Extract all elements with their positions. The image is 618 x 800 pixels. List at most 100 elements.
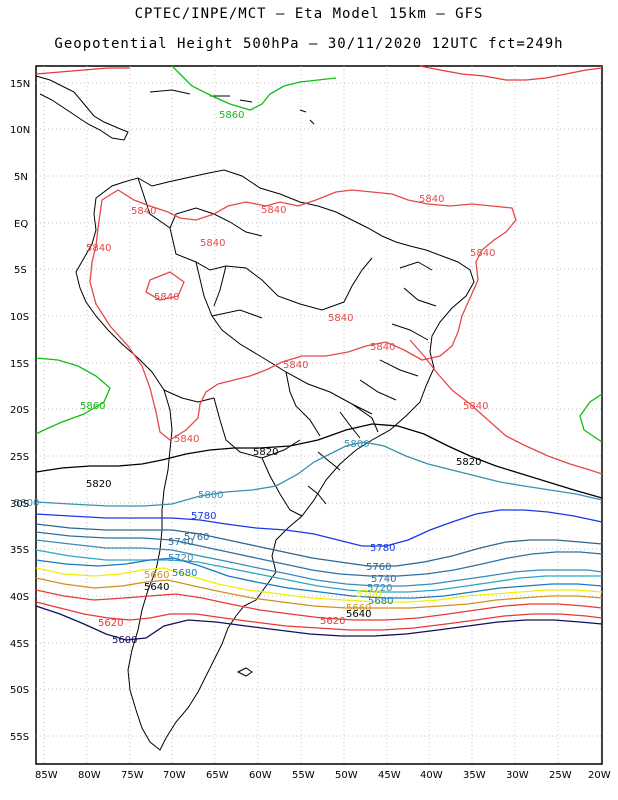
lat-label: 55S [10, 732, 29, 743]
contour-5620-a [35, 589, 603, 621]
lon-label: 60W [249, 770, 272, 781]
lon-label: 50W [335, 770, 358, 781]
lat-label: 45S [10, 639, 29, 650]
gridlines [36, 66, 602, 764]
contour-5840-north [35, 65, 603, 81]
label-5840-g: 5840 [328, 313, 353, 324]
label-5760-a: 5760 [184, 532, 209, 543]
lat-label: 10S [10, 312, 29, 323]
label-5800-c: 5800 [14, 498, 39, 509]
label-5840-f: 5840 [154, 292, 179, 303]
label-5600-a: 5600 [112, 635, 137, 646]
contour-5640 [35, 577, 603, 609]
lat-label: EQ [14, 219, 28, 230]
contour-5680 [35, 557, 603, 599]
lat-label: 5N [14, 172, 28, 183]
coastlines [35, 75, 475, 751]
contour-5840-center [89, 189, 517, 441]
lat-label: 20S [10, 405, 29, 416]
label-5840-b: 5840 [261, 205, 286, 216]
label-5840-e: 5840 [470, 248, 495, 259]
label-5860-a: 5860 [219, 110, 244, 121]
label-5840-k: 5840 [370, 342, 395, 353]
label-5720-a: 5720 [168, 553, 193, 564]
contour-5620-b [35, 601, 603, 631]
label-5800-a: 5800 [344, 439, 369, 450]
falklands [236, 667, 253, 677]
lon-label: 65W [206, 770, 229, 781]
label-5740-a: 5740 [168, 537, 193, 548]
caribbean-islands [149, 89, 315, 125]
label-5780-b: 5780 [370, 543, 395, 554]
label-5700-a: 5700 [356, 589, 381, 600]
label-5820-c: 5820 [456, 457, 481, 468]
south-america-coast [75, 169, 475, 751]
contour-5720 [35, 539, 603, 587]
label-5820-b: 5820 [86, 479, 111, 490]
label-5640-a: 5640 [144, 582, 169, 593]
contour-5800 [35, 441, 603, 507]
label-5720-b: 5720 [367, 583, 392, 594]
contour-5860-west [35, 357, 111, 435]
lon-label: 80W [78, 770, 101, 781]
label-5820-a: 5820 [253, 447, 278, 458]
lat-label: 5S [14, 265, 27, 276]
label-5840-c: 5840 [419, 194, 444, 205]
contour-5740 [35, 531, 603, 577]
lon-label: 55W [292, 770, 315, 781]
lat-label: 15N [10, 79, 30, 90]
lat-label: 15S [10, 359, 29, 370]
contour-5860-east [579, 393, 603, 443]
label-5680-a: 5680 [172, 568, 197, 579]
label-5840-h: 5840 [283, 360, 308, 371]
label-5660-a: 5660 [144, 570, 169, 581]
lon-label: 35W [463, 770, 486, 781]
central-america-coast [35, 75, 129, 141]
label-5660-b: 5660 [346, 603, 371, 614]
map-frame [35, 65, 603, 765]
lat-label: 35S [10, 545, 29, 556]
label-5840-j: 5840 [174, 434, 199, 445]
lon-label: 30W [506, 770, 529, 781]
label-5800-b: 5800 [198, 490, 223, 501]
contour-5760 [35, 523, 603, 567]
lon-label: 25W [549, 770, 572, 781]
label-5780-a: 5780 [191, 511, 216, 522]
label-5620-b: 5620 [320, 616, 345, 627]
contour-5840-east [409, 339, 603, 475]
lat-label: 25S [10, 452, 29, 463]
lat-label: 30S [10, 499, 29, 510]
latitude-axis: 15N 10N 5N EQ 5S 10S 15S 20S 25S 30S 35S… [10, 79, 30, 743]
contour-lines [35, 65, 603, 641]
lon-label: 85W [35, 770, 58, 781]
label-5740-b: 5740 [371, 574, 396, 585]
contour-5840-loop [145, 271, 185, 301]
label-5680-b: 5680 [368, 596, 393, 607]
contour-5820 [35, 423, 603, 499]
map-title: CPTEC/INPE/MCT – Eta Model 15km – GFS [134, 6, 484, 22]
contour-labels: 5860 5860 5840 5840 5840 5840 5840 5840 … [14, 110, 495, 646]
contour-5860-north [171, 65, 337, 111]
lat-label: 40S [10, 592, 29, 603]
lon-label: 20W [588, 770, 611, 781]
contour-5660 [35, 567, 603, 603]
label-5760-b: 5760 [366, 562, 391, 573]
label-5640-b: 5640 [346, 609, 371, 620]
lon-label: 45W [378, 770, 401, 781]
lon-label: 70W [163, 770, 186, 781]
contour-5600 [35, 605, 603, 641]
longitude-axis: 85W 80W 75W 70W 65W 60W 55W 50W 45W 40W … [35, 770, 611, 781]
label-5840-i: 5840 [463, 401, 488, 412]
lat-label: 50S [10, 685, 29, 696]
lat-label: 10N [10, 125, 30, 136]
lon-label: 40W [420, 770, 443, 781]
label-5840-a: 5840 [131, 206, 156, 217]
label-5860-b: 5860 [80, 401, 105, 412]
map-subtitle: Geopotential Height 500hPa – 30/11/2020 … [54, 36, 564, 52]
label-5620-a: 5620 [98, 618, 123, 629]
lon-label: 75W [121, 770, 144, 781]
contour-5780 [35, 509, 603, 547]
label-5840-d: 5840 [86, 243, 111, 254]
label-5840-l: 5840 [200, 238, 225, 249]
